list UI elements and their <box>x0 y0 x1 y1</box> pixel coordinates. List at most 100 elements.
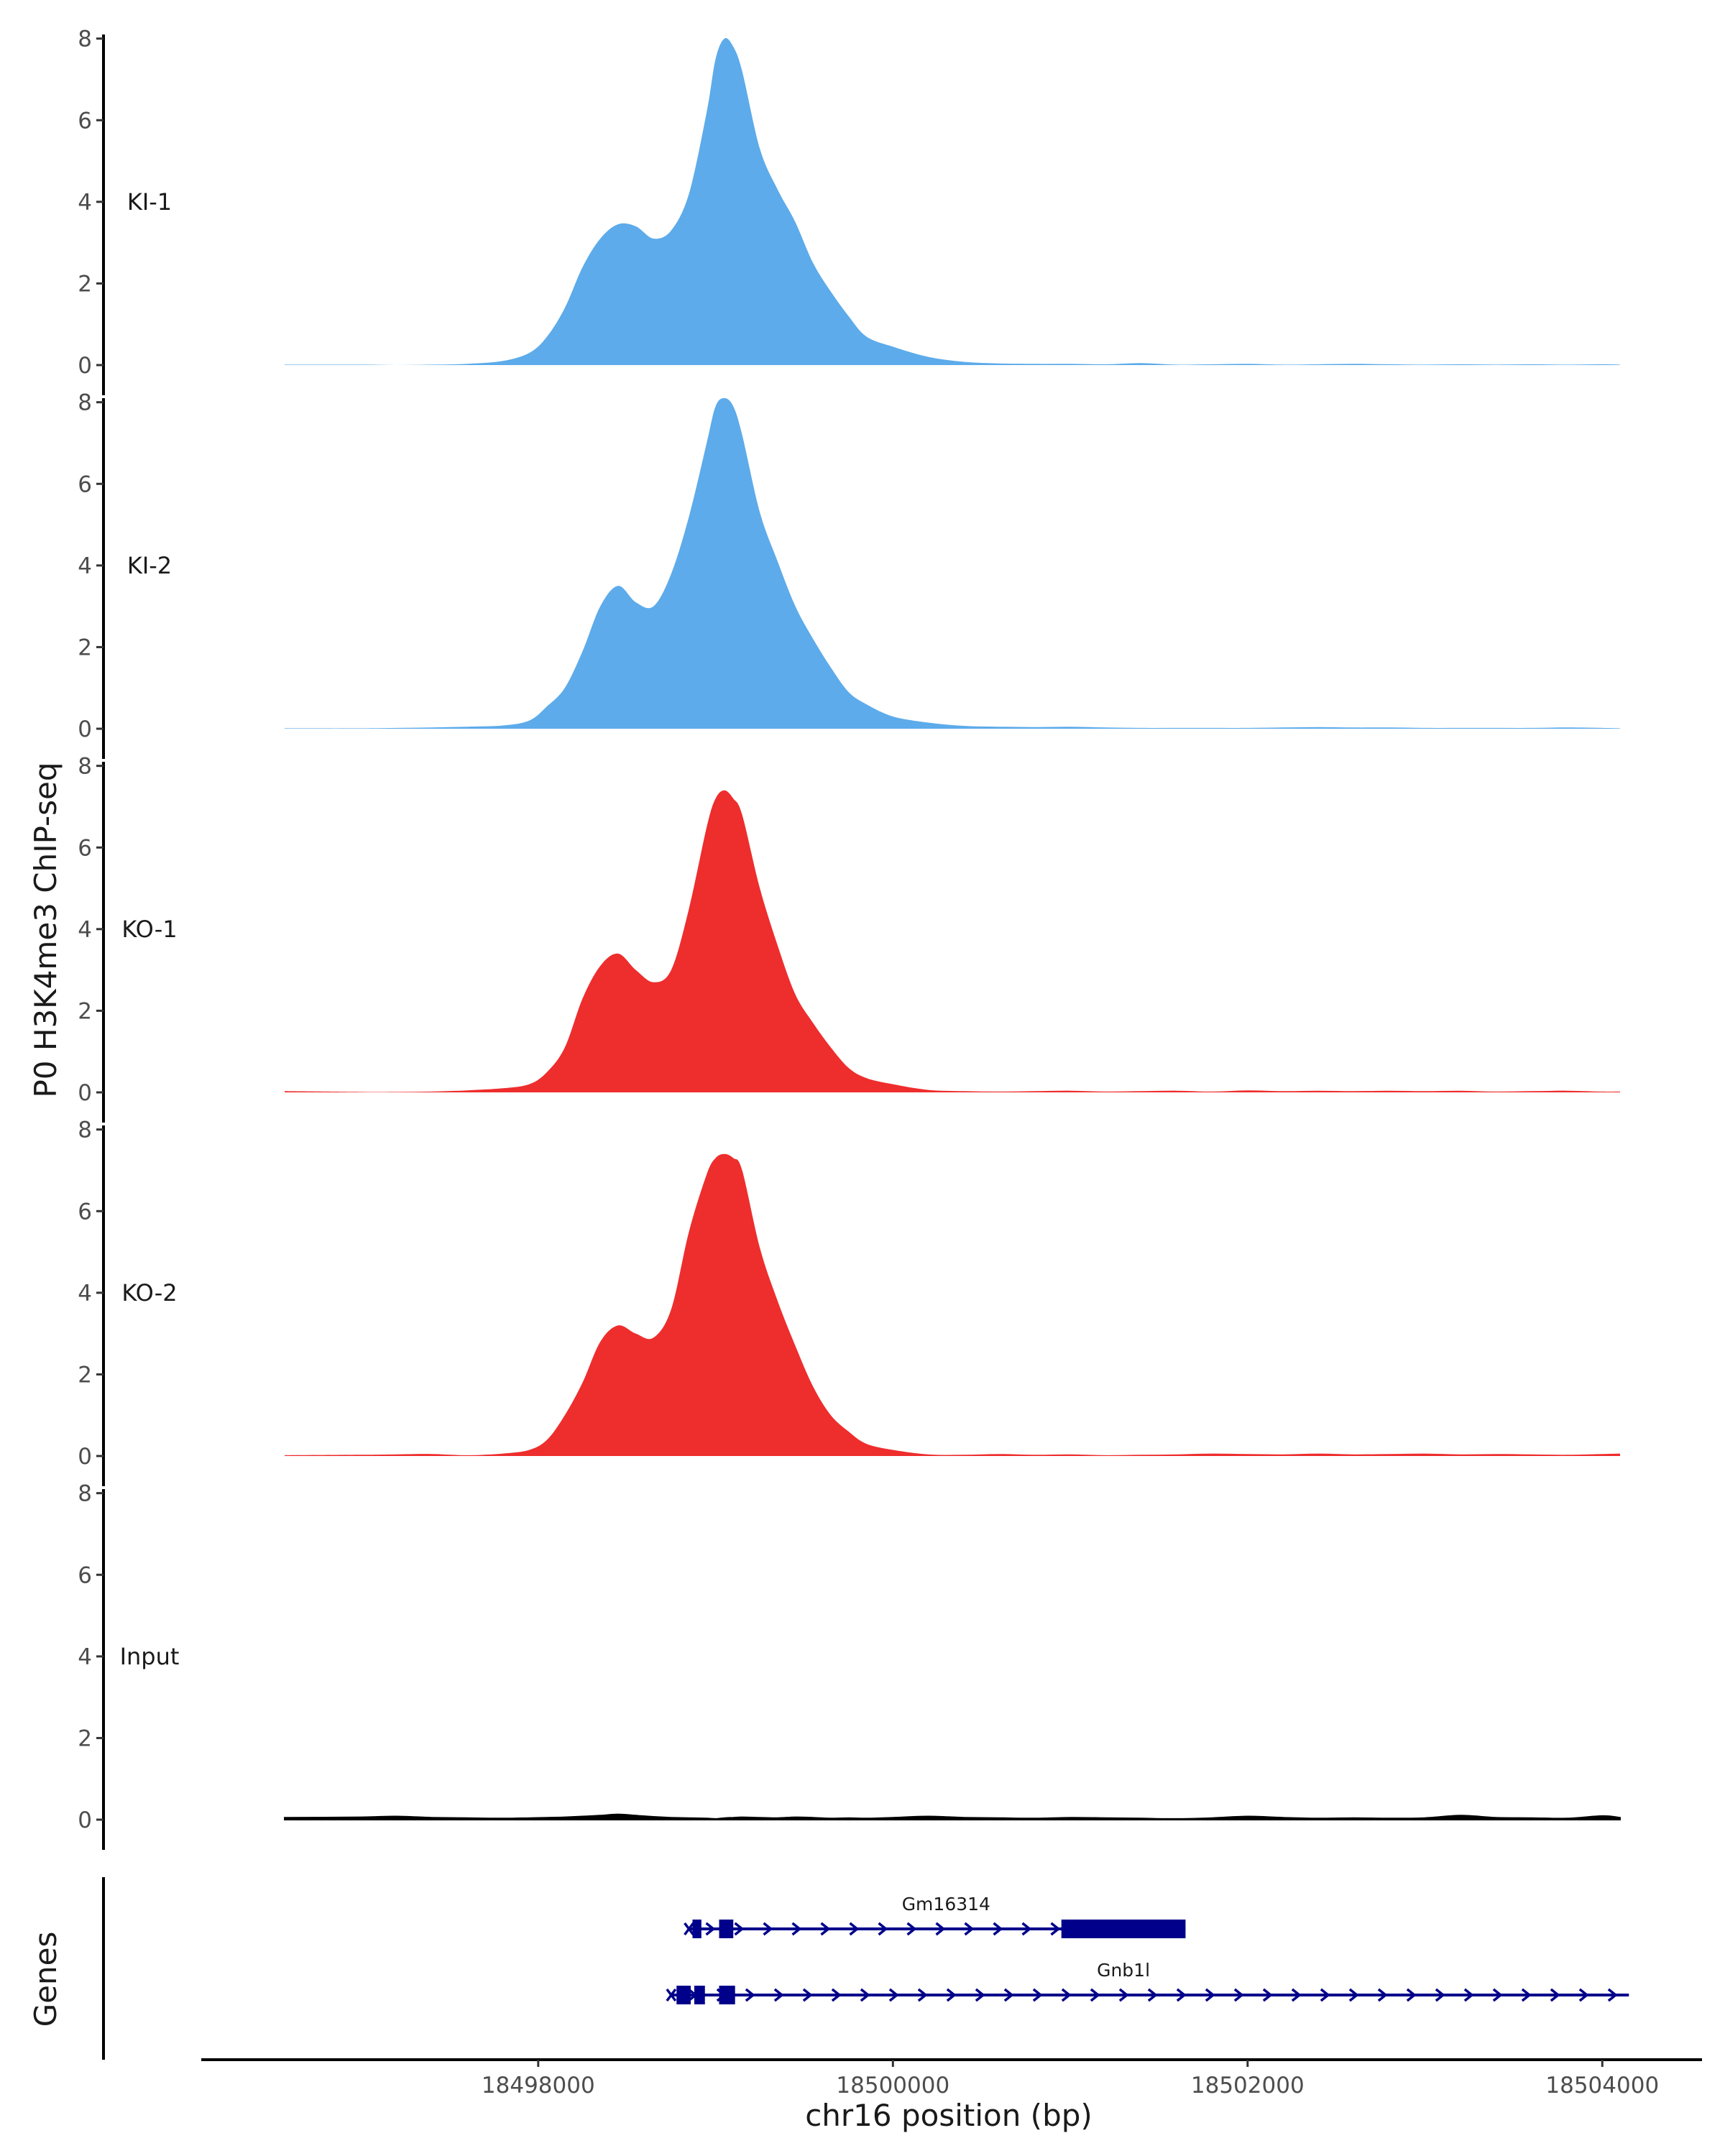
strand-arrow <box>1003 1988 1014 2002</box>
strand-arrow <box>1118 1988 1129 2002</box>
exon-block <box>1061 1920 1186 1938</box>
strand-arrow <box>935 1922 946 1936</box>
y-tick-label: 2 <box>78 635 92 660</box>
coverage-area-ki-2 <box>285 398 1620 729</box>
y-tick-label: 4 <box>78 1644 92 1670</box>
exon-block <box>692 1920 702 1938</box>
y-tick-label: 4 <box>78 190 92 216</box>
x-tick-label: 18498000 <box>482 2073 595 2099</box>
strand-arrow <box>705 1922 716 1936</box>
y-tick-label: 0 <box>78 717 92 742</box>
track-ki-2: 0 2 4 6 8 KI-2 <box>78 390 1620 759</box>
track-label: Input <box>120 1643 180 1670</box>
coverage-area-ko-1 <box>285 790 1620 1092</box>
exon-block <box>719 1986 735 2004</box>
y-tick-label: 2 <box>78 1726 92 1751</box>
strand-arrow <box>1521 1988 1532 2002</box>
gene-panel-title: Genes <box>28 1932 63 2027</box>
x-tick-label: 18504000 <box>1545 2073 1659 2099</box>
y-tick-label: 6 <box>78 1199 92 1225</box>
x-tick-label: 18500000 <box>836 2073 949 2099</box>
track-ki-1: 0 2 4 6 8 KI-1 <box>78 27 1620 395</box>
strand-arrow <box>831 1988 842 2002</box>
y-tick-label: 8 <box>78 27 92 52</box>
track-label: KI-2 <box>127 552 172 579</box>
y-tick-label: 0 <box>78 1807 92 1833</box>
strand-arrow <box>1607 1988 1618 2002</box>
strand-arrow <box>1492 1988 1503 2002</box>
strand-arrow <box>1406 1988 1417 2002</box>
strand-arrow <box>1021 1922 1032 1936</box>
gene-gm16314: Gm16314 <box>684 1894 1186 1938</box>
coverage-area-ki-1 <box>285 38 1620 366</box>
strand-arrow <box>1578 1988 1589 2002</box>
track-ko-2: 0 2 4 6 8 KO-2 <box>78 1118 1620 1486</box>
y-tick-label: 0 <box>78 1080 92 1106</box>
gene-name-label: Gnb1l <box>1097 1960 1150 1981</box>
y-tick-label: 8 <box>78 1481 92 1507</box>
y-tick-label: 2 <box>78 271 92 297</box>
strand-arrow <box>917 1988 928 2002</box>
strand-arrow <box>1550 1988 1560 2002</box>
strand-arrow <box>1147 1988 1158 2002</box>
y-axis-title: P0 H3K4me3 ChIP-seq <box>28 762 63 1097</box>
gene-name-label: Gm16314 <box>902 1894 990 1915</box>
strand-arrow <box>1061 1988 1072 2002</box>
y-tick-label: 8 <box>78 390 92 416</box>
y-tick-label: 2 <box>78 998 92 1024</box>
y-tick-label: 8 <box>78 754 92 780</box>
strand-arrow <box>1348 1988 1359 2002</box>
gene-gnb1l: Gnb1l <box>666 1960 1629 2004</box>
strand-arrow <box>773 1988 784 2002</box>
strand-arrow <box>1233 1988 1244 2002</box>
y-tick-label: 4 <box>78 553 92 579</box>
gene-start-mark <box>666 1988 677 2002</box>
strand-arrow <box>849 1922 860 1936</box>
strand-arrow <box>964 1922 975 1936</box>
x-axis: 18498000 18500000 18502000 18504000 <box>201 2058 1702 2099</box>
x-axis-title: chr16 position (bp) <box>805 2098 1092 2133</box>
strand-arrow <box>1262 1988 1273 2002</box>
exon-block <box>676 1986 691 2004</box>
gene-annotation-panel: Gm16314 Gnb1l <box>102 1877 1629 2060</box>
track-label: KI-1 <box>127 188 172 216</box>
track-ko-1: 0 2 4 6 8 KO-1 <box>78 754 1620 1123</box>
strand-arrow <box>1050 1922 1061 1936</box>
exon-block <box>694 1986 705 2004</box>
track-input: 0 2 4 6 8 Input <box>78 1481 1621 1850</box>
strand-arrow <box>1205 1988 1215 2002</box>
strand-arrow <box>802 1988 813 2002</box>
strand-arrow <box>1090 1988 1100 2002</box>
strand-arrow <box>763 1922 773 1936</box>
y-tick-label: 8 <box>78 1118 92 1143</box>
strand-arrow <box>878 1922 888 1936</box>
y-tick-label: 6 <box>78 471 92 497</box>
strand-arrow <box>906 1922 917 1936</box>
strand-arrow <box>791 1922 802 1936</box>
coverage-tracks: 0 2 4 6 8 KI-1 0 2 4 6 8 KI-2 0 2 4 6 8 KO-1 0 2 4 6 8 KO-2 0 2 4 6… <box>78 27 1621 1850</box>
y-tick-label: 6 <box>78 1562 92 1588</box>
y-tick-label: 2 <box>78 1362 92 1388</box>
strand-arrow <box>975 1988 985 2002</box>
coverage-area-ko-2 <box>285 1153 1620 1456</box>
strand-arrow <box>734 1922 745 1936</box>
y-tick-label: 4 <box>78 1281 92 1307</box>
strand-arrow <box>1377 1988 1388 2002</box>
exon-block <box>719 1920 734 1938</box>
strand-arrow <box>1463 1988 1474 2002</box>
strand-arrow <box>820 1922 831 1936</box>
y-tick-label: 6 <box>78 835 92 861</box>
strand-arrow <box>860 1988 870 2002</box>
y-tick-label: 6 <box>78 108 92 134</box>
strand-arrow <box>1176 1988 1187 2002</box>
y-tick-label: 0 <box>78 353 92 379</box>
coverage-area-input <box>284 1813 1621 1820</box>
strand-arrow <box>993 1922 1003 1936</box>
strand-arrow <box>1435 1988 1445 2002</box>
x-tick-label: 18502000 <box>1191 2073 1305 2099</box>
track-label: KO-2 <box>121 1279 177 1307</box>
track-label: KO-1 <box>121 916 177 943</box>
strand-arrow <box>1032 1988 1043 2002</box>
strand-arrow <box>946 1988 957 2002</box>
